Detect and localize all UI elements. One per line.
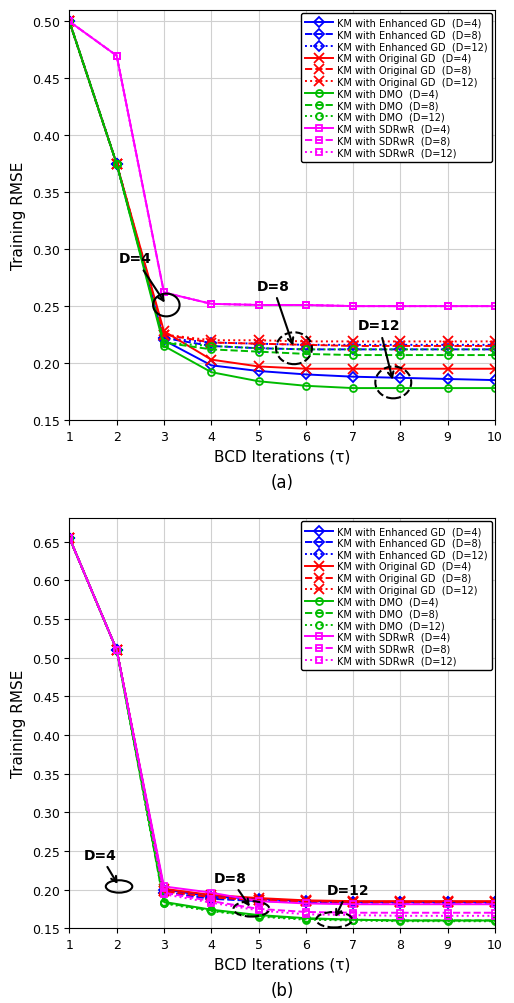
Y-axis label: Training RMSE: Training RMSE bbox=[11, 669, 26, 777]
Y-axis label: Training RMSE: Training RMSE bbox=[11, 161, 26, 270]
Text: D=8: D=8 bbox=[256, 280, 293, 344]
Text: (a): (a) bbox=[271, 473, 293, 491]
Text: D=12: D=12 bbox=[358, 319, 400, 378]
Text: D=4: D=4 bbox=[119, 252, 163, 302]
X-axis label: BCD Iterations (τ): BCD Iterations (τ) bbox=[214, 448, 351, 463]
X-axis label: BCD Iterations (τ): BCD Iterations (τ) bbox=[214, 957, 351, 972]
Legend: KM with Enhanced GD  (D=4), KM with Enhanced GD  (D=8), KM with Enhanced GD  (D=: KM with Enhanced GD (D=4), KM with Enhan… bbox=[301, 522, 492, 671]
Legend: KM with Enhanced GD  (D=4), KM with Enhanced GD  (D=8), KM with Enhanced GD  (D=: KM with Enhanced GD (D=4), KM with Enhan… bbox=[301, 14, 492, 162]
Text: (b): (b) bbox=[270, 982, 294, 1000]
Text: D=12: D=12 bbox=[327, 883, 370, 915]
Text: D=4: D=4 bbox=[84, 848, 117, 883]
Text: D=8: D=8 bbox=[214, 871, 249, 905]
